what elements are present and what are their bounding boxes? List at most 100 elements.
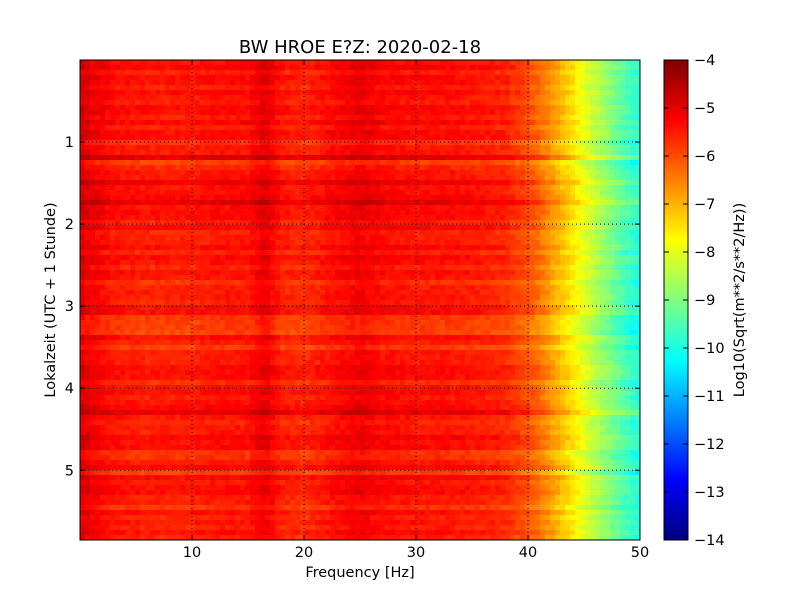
spectrogram-cell	[415, 75, 421, 81]
spectrogram-cell	[235, 165, 241, 171]
spectrogram-cell	[470, 145, 476, 151]
spectrogram-cell	[155, 70, 161, 76]
spectrogram-cell	[80, 170, 86, 176]
spectrogram-cell	[610, 210, 616, 216]
spectrogram-cell	[420, 135, 426, 141]
spectrogram-cell	[510, 210, 516, 216]
spectrogram-cell	[195, 70, 201, 76]
spectrogram-cell	[635, 195, 640, 201]
spectrogram-cell	[500, 175, 506, 181]
spectrogram-cell	[400, 60, 406, 66]
spectrogram-cell	[195, 190, 201, 196]
spectrogram-cell	[510, 245, 516, 251]
spectrogram-cell	[350, 260, 356, 266]
spectrogram-cell	[330, 205, 336, 211]
spectrogram-cell	[135, 160, 141, 166]
spectrogram-cell	[135, 270, 141, 276]
spectrogram-cell	[115, 105, 121, 111]
spectrogram-cell	[290, 155, 296, 161]
spectrogram-cell	[250, 205, 256, 211]
spectrogram-cell	[560, 230, 566, 236]
spectrogram-cell	[175, 160, 181, 166]
spectrogram-cell	[395, 130, 401, 136]
spectrogram-cell	[620, 240, 626, 246]
spectrogram-cell	[95, 235, 101, 241]
spectrogram-cell	[540, 60, 546, 66]
spectrogram-cell	[415, 275, 421, 281]
spectrogram-cell	[395, 275, 401, 281]
spectrogram-cell	[610, 250, 616, 256]
spectrogram-cell	[610, 150, 616, 156]
spectrogram-cell	[465, 75, 471, 81]
spectrogram-cell	[625, 145, 631, 151]
spectrogram-cell	[475, 250, 481, 256]
spectrogram-cell	[180, 280, 186, 286]
spectrogram-cell	[475, 60, 481, 66]
spectrogram-cell	[565, 215, 571, 221]
spectrogram-cell	[145, 80, 151, 86]
spectrogram-cell	[90, 65, 96, 71]
spectrogram-cell	[315, 250, 321, 256]
spectrogram-cell	[590, 125, 596, 131]
spectrogram-cell	[260, 170, 266, 176]
spectrogram-cell	[100, 265, 106, 271]
spectrogram-cell	[520, 120, 526, 126]
spectrogram-cell	[465, 155, 471, 161]
spectrogram-cell	[125, 135, 131, 141]
spectrogram-cell	[375, 205, 381, 211]
spectrogram-cell	[565, 130, 571, 136]
spectrogram-cell	[505, 155, 511, 161]
spectrogram-cell	[300, 150, 306, 156]
spectrogram-cell	[115, 145, 121, 151]
spectrogram-cell	[280, 250, 286, 256]
spectrogram-cell	[185, 235, 191, 241]
spectrogram-cell	[605, 65, 611, 71]
spectrogram-cell	[460, 225, 466, 231]
spectrogram-cell	[255, 75, 261, 81]
spectrogram-cell	[420, 265, 426, 271]
spectrogram-cell	[295, 205, 301, 211]
spectrogram-cell	[450, 185, 456, 191]
spectrogram-cell	[170, 120, 176, 126]
spectrogram-cell	[630, 175, 636, 181]
spectrogram-cell	[230, 115, 236, 121]
spectrogram-cell	[390, 240, 396, 246]
spectrogram-cell	[625, 135, 631, 141]
spectrogram-cell	[490, 110, 496, 116]
spectrogram-cell	[405, 245, 411, 251]
spectrogram-cell	[360, 135, 366, 141]
spectrogram-cell	[580, 65, 586, 71]
spectrogram-cell	[285, 150, 291, 156]
spectrogram-cell	[590, 190, 596, 196]
spectrogram-cell	[555, 70, 561, 76]
spectrogram-cell	[125, 170, 131, 176]
spectrogram-cell	[115, 195, 121, 201]
spectrogram-cell	[340, 110, 346, 116]
spectrogram-cell	[480, 75, 486, 81]
spectrogram-cell	[275, 60, 281, 66]
spectrogram-cell	[545, 60, 551, 66]
spectrogram-cell	[360, 220, 366, 226]
spectrogram-cell	[365, 85, 371, 91]
spectrogram-cell	[225, 145, 231, 151]
spectrogram-cell	[520, 205, 526, 211]
spectrogram-cell	[430, 130, 436, 136]
spectrogram-cell	[525, 195, 531, 201]
spectrogram-cell	[505, 110, 511, 116]
spectrogram-cell	[380, 165, 386, 171]
spectrogram-cell	[235, 160, 241, 166]
chart-title: BW HROE E?Z: 2020-02-18	[239, 37, 481, 58]
spectrogram-cell	[425, 165, 431, 171]
spectrogram-cell	[105, 75, 111, 81]
spectrogram-cell	[505, 90, 511, 96]
spectrogram-cell	[630, 230, 636, 236]
spectrogram-cell	[610, 265, 616, 271]
spectrogram-cell	[185, 175, 191, 181]
spectrogram-cell	[275, 135, 281, 141]
spectrogram-cell	[305, 220, 311, 226]
spectrogram-cell	[305, 265, 311, 271]
spectrogram-cell	[400, 250, 406, 256]
spectrogram-cell	[365, 105, 371, 111]
spectrogram-cell	[490, 210, 496, 216]
spectrogram-cell	[260, 160, 266, 166]
